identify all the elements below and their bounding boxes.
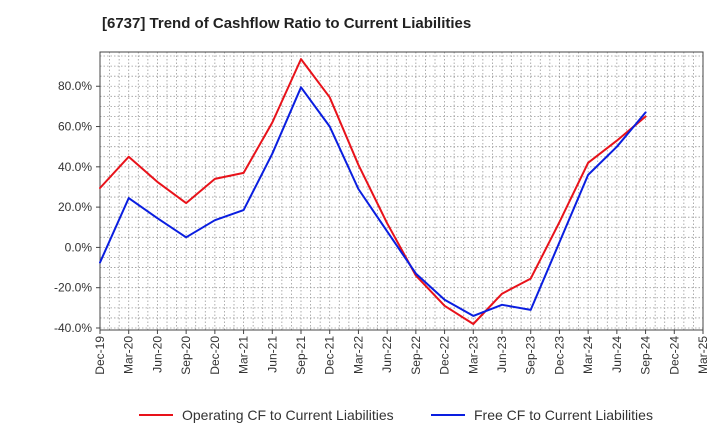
x-tick-label: Dec-20 bbox=[208, 336, 222, 375]
chart-title: [6737] Trend of Cashflow Ratio to Curren… bbox=[102, 15, 472, 32]
y-tick-label: -40.0% bbox=[54, 321, 92, 335]
x-tick-label: Dec-24 bbox=[667, 336, 681, 375]
x-tick-label: Jun-20 bbox=[150, 336, 164, 373]
y-tick-label: 20.0% bbox=[58, 200, 92, 214]
legend-swatch-series-1 bbox=[139, 414, 173, 416]
y-tick-label: 80.0% bbox=[58, 79, 92, 93]
legend-swatch-series-2 bbox=[431, 414, 465, 416]
legend-label-series-1: Operating CF to Current Liabilities bbox=[182, 407, 394, 423]
x-tick-label: Mar-25 bbox=[696, 336, 710, 374]
x-tick-label: Jun-23 bbox=[495, 336, 509, 373]
y-tick-label: 0.0% bbox=[65, 240, 93, 254]
x-tick-label: Sep-21 bbox=[294, 336, 308, 375]
y-tick-label: -20.0% bbox=[54, 281, 92, 295]
x-tick-label: Jun-21 bbox=[265, 336, 279, 373]
x-tick-label: Dec-23 bbox=[552, 336, 566, 375]
x-tick-label: Sep-23 bbox=[524, 336, 538, 375]
legend-item-series-2: Free CF to Current Liabilities bbox=[431, 403, 653, 427]
x-tick-label: Mar-22 bbox=[351, 336, 365, 374]
x-tick-label: Sep-24 bbox=[639, 336, 653, 375]
x-tick-label: Mar-21 bbox=[237, 336, 251, 374]
x-tick-label: Sep-22 bbox=[409, 336, 423, 375]
chart-legend: Operating CF to Current Liabilities Free… bbox=[0, 403, 720, 427]
x-tick-label: Jun-24 bbox=[610, 336, 624, 373]
x-tick-label: Jun-22 bbox=[380, 336, 394, 373]
legend-label-series-2: Free CF to Current Liabilities bbox=[474, 407, 653, 423]
x-tick-label: Sep-20 bbox=[179, 336, 193, 375]
series-line-2 bbox=[99, 86, 647, 317]
series-line-1 bbox=[99, 58, 647, 325]
plot-frame bbox=[99, 51, 704, 331]
y-tick-label: 60.0% bbox=[58, 120, 92, 134]
x-tick-label: Mar-20 bbox=[122, 336, 136, 374]
x-tick-label: Dec-22 bbox=[438, 336, 452, 375]
y-tick-label: 40.0% bbox=[58, 160, 92, 174]
legend-item-series-1: Operating CF to Current Liabilities bbox=[139, 403, 394, 427]
x-tick-label: Mar-24 bbox=[581, 336, 595, 374]
x-tick-label: Dec-21 bbox=[323, 336, 337, 375]
chart-plot: -40.0% -20.0% 0.0% 20.0% 40.0% 60.0% 80.0% Dec-… bbox=[54, 51, 710, 375]
x-tick-label: Dec-19 bbox=[93, 336, 107, 375]
plot-area bbox=[100, 52, 703, 330]
x-tick-label: Mar-23 bbox=[466, 336, 480, 374]
